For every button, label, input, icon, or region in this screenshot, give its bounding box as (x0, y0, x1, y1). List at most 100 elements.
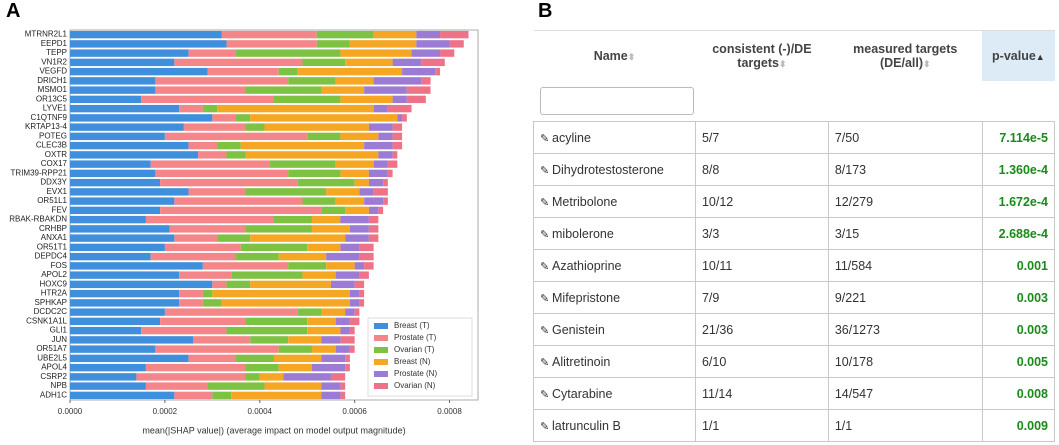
bar-segment (70, 188, 189, 196)
panel-label: A (6, 0, 21, 22)
y-tick-label: JUN (51, 335, 67, 344)
bar-segment (373, 30, 417, 39)
bar-segment (359, 289, 365, 298)
bar-segment (406, 86, 431, 94)
bar-segment (179, 104, 203, 113)
table-cell: 0.008 (981, 377, 1056, 410)
bar-segment (245, 225, 312, 233)
cell-text: 8/8 (701, 162, 720, 177)
edit-icon: ✎ (540, 132, 550, 145)
bar-segment (245, 317, 308, 326)
bar-segment (70, 262, 203, 270)
table-cell: 7/50 (827, 121, 983, 154)
table-row: ✎ acyline 5/7 7/50 7.114e-5 (533, 121, 1056, 154)
legend-label: Ovarian (N) (394, 381, 436, 390)
bar-segment (70, 336, 194, 344)
table-cell: 0.003 (981, 281, 1056, 314)
bar-segment (340, 132, 379, 141)
bar-segment (335, 271, 360, 279)
bar-segment (70, 373, 137, 381)
bar-segment (274, 354, 322, 363)
y-tick-label: ADH1C (40, 390, 67, 399)
bar-segment (354, 280, 365, 289)
y-tick-label: GLI1 (50, 326, 68, 335)
bar-segment (345, 354, 350, 363)
bar-segment (70, 123, 184, 131)
bar-segment (70, 77, 156, 85)
bar-segment (70, 280, 213, 289)
cell-text: 1.672e-4 (998, 194, 1048, 209)
bar-segment (226, 280, 251, 289)
bar-segment (368, 234, 379, 242)
cell-text: latrunculin B (552, 418, 621, 433)
bar-segment (368, 215, 379, 224)
y-tick-label: EVX1 (47, 187, 68, 196)
table-cell: ✎ Alitretinoin (533, 345, 696, 378)
bar-segment (321, 336, 341, 344)
search-box[interactable] (539, 87, 694, 115)
y-tick-label: DRICH1 (37, 76, 67, 85)
bar-segment (307, 326, 341, 335)
y-tick-label: CSNK1A1L (26, 316, 67, 325)
table-row: ✎ Alitretinoin 6/10 10/178 0.005 (533, 345, 1056, 378)
bar-segment (321, 206, 346, 215)
column-header[interactable]: measured targets (DE/all)⬍ (828, 31, 982, 82)
bar-segment (283, 373, 331, 381)
bar-segment (392, 141, 403, 150)
cell-text: 0.008 (1016, 386, 1048, 401)
column-header[interactable]: consistent (-)/DE targets⬍ (695, 31, 828, 82)
bar-segment (155, 345, 279, 353)
cell-text: 0.009 (1016, 418, 1048, 433)
bar-segment (311, 225, 350, 233)
table-cell: 0.009 (981, 409, 1056, 442)
column-header[interactable]: Name⬍ (534, 31, 696, 82)
legend-label: Breast (T) (394, 321, 430, 330)
x-axis-label: mean(|SHAP value|) (average impact on mo… (142, 425, 405, 435)
bar-segment (269, 160, 336, 168)
bar-segment (70, 354, 189, 363)
bar-segment (349, 345, 355, 353)
bar-segment (288, 336, 322, 344)
bar-segment (368, 206, 379, 215)
plot-frame (69, 29, 479, 401)
table-cell: 21/36 (694, 313, 829, 346)
bar-segment (297, 178, 355, 187)
table-cell: 2.688e-4 (981, 217, 1056, 250)
table-cell: ✎ Genistein (533, 313, 696, 346)
table-cell: ✎ Azathioprine (533, 249, 696, 282)
bar-segment (217, 234, 251, 242)
cell-text: 0.005 (1016, 354, 1048, 369)
cell-text: 1/1 (834, 418, 853, 433)
bar-segment (183, 123, 246, 131)
legend-label: Ovarian (T) (394, 345, 435, 354)
bar-segment (70, 197, 175, 205)
edit-icon: ✎ (540, 260, 550, 273)
bar-segment (387, 104, 412, 113)
y-tick-label: APOL4 (41, 363, 67, 372)
bar-segment (70, 382, 146, 390)
bar-segment (340, 382, 346, 390)
bar-segment (274, 95, 341, 104)
y-tick-label: SPHKAP (35, 298, 67, 307)
bar-segment (217, 104, 374, 113)
bar-segment (202, 289, 213, 298)
bar-segment (70, 178, 161, 187)
bar-segment (402, 67, 436, 76)
bar-segment (340, 49, 412, 57)
column-header[interactable]: p-value▲ (982, 30, 1055, 81)
bar-segment (212, 114, 237, 122)
bar-segment (392, 123, 403, 131)
bar-segment (345, 234, 369, 242)
y-tick-label: TEPP (46, 48, 67, 57)
bar-segment (373, 104, 388, 113)
y-tick-label: MTRNR2L1 (25, 30, 68, 39)
y-tick-label: VN1R2 (41, 57, 67, 66)
cell-text: 7/50 (834, 130, 860, 145)
bar-segment (349, 225, 369, 233)
bar-segment (207, 382, 265, 390)
bar-segment (392, 58, 422, 67)
bar-segment (70, 317, 161, 326)
bar-segment (392, 151, 398, 159)
bar-segment (368, 178, 384, 187)
